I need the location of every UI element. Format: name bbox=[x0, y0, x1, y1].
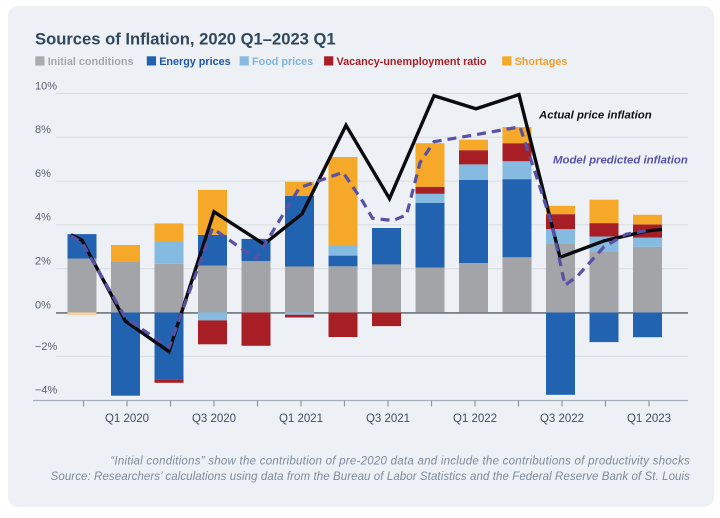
svg-text:Q3 2022: Q3 2022 bbox=[540, 413, 584, 425]
svg-text:Q3 2020: Q3 2020 bbox=[192, 413, 236, 425]
svg-text:8%: 8% bbox=[35, 124, 51, 136]
svg-text:Vacancy-unemployment ratio: Vacancy-unemployment ratio bbox=[337, 56, 487, 68]
svg-text:Actual price inflation: Actual price inflation bbox=[538, 110, 652, 122]
svg-text:Food prices: Food prices bbox=[252, 56, 313, 68]
svg-text:4%: 4% bbox=[35, 212, 51, 224]
svg-text:Q3 2021: Q3 2021 bbox=[366, 413, 410, 425]
svg-text:Energy prices: Energy prices bbox=[159, 56, 230, 68]
svg-text:Q1 2022: Q1 2022 bbox=[453, 413, 497, 425]
svg-text:Model predicted inflation: Model predicted inflation bbox=[553, 155, 688, 167]
svg-text:Q1 2021: Q1 2021 bbox=[279, 413, 323, 425]
svg-text:Shortages: Shortages bbox=[515, 56, 568, 68]
svg-text:10%: 10% bbox=[35, 80, 57, 92]
svg-text:Source: Researchers’ calculati: Source: Researchers’ calculations using … bbox=[51, 471, 691, 483]
svg-text:6%: 6% bbox=[35, 168, 51, 180]
svg-text:Sources of Inflation, 2020 Q1–: Sources of Inflation, 2020 Q1–2023 Q1 bbox=[35, 30, 336, 49]
svg-text:−2%: −2% bbox=[35, 341, 58, 353]
svg-text:Q1 2020: Q1 2020 bbox=[105, 413, 149, 425]
svg-text:Q1 2023: Q1 2023 bbox=[627, 413, 671, 425]
svg-text:−4%: −4% bbox=[35, 385, 58, 397]
svg-text:2%: 2% bbox=[35, 256, 51, 268]
svg-text:Initial conditions: Initial conditions bbox=[48, 56, 134, 68]
svg-text:0%: 0% bbox=[35, 299, 51, 311]
svg-text:“Initial conditions” show the: “Initial conditions” show the contributi… bbox=[110, 456, 690, 468]
